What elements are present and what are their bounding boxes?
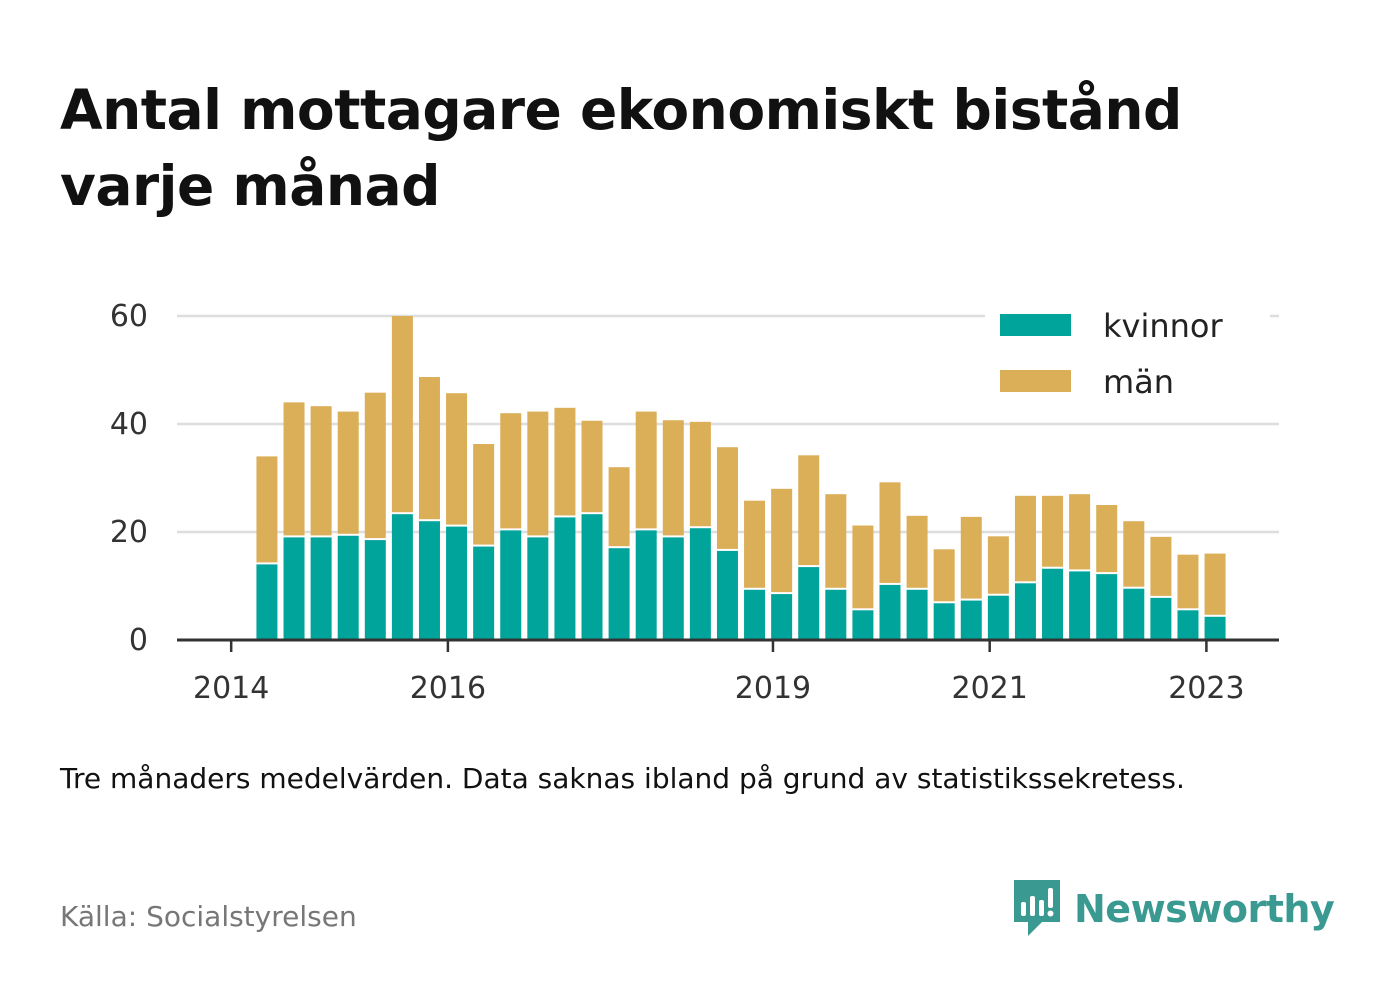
bar-man bbox=[1150, 536, 1172, 596]
bar-kvinnor bbox=[310, 537, 332, 640]
bar-kvinnor bbox=[716, 550, 738, 640]
bar-kvinnor bbox=[527, 537, 549, 640]
bar-man bbox=[852, 525, 874, 609]
bar-man bbox=[1123, 521, 1145, 587]
stacked-bar-chart: 0 20 40 60 2014 2016 2019 2021 2023 kvinnor män bbox=[110, 298, 1279, 706]
bar-man bbox=[418, 377, 440, 520]
bar-kvinnor bbox=[987, 595, 1009, 640]
bar-kvinnor bbox=[500, 530, 522, 640]
bar-man bbox=[716, 447, 738, 549]
bar-man bbox=[1096, 505, 1118, 573]
bar-man bbox=[689, 421, 711, 527]
bar-man bbox=[771, 488, 793, 593]
newsworthy-logo: Newsworthy bbox=[1012, 878, 1335, 940]
x-tick-label: 2019 bbox=[735, 671, 811, 706]
bar-man bbox=[906, 515, 928, 588]
bar-man bbox=[500, 413, 522, 529]
bar-kvinnor bbox=[581, 514, 603, 640]
bar-kvinnor bbox=[933, 603, 955, 640]
bar-kvinnor bbox=[689, 528, 711, 640]
bar-kvinnor bbox=[1042, 568, 1064, 640]
bar-man bbox=[337, 411, 359, 534]
x-tick-label: 2023 bbox=[1168, 671, 1244, 706]
bar-man bbox=[798, 455, 820, 566]
bars bbox=[256, 316, 1226, 640]
x-tick-label: 2021 bbox=[952, 671, 1028, 706]
bar-kvinnor bbox=[1069, 571, 1091, 640]
bar-man bbox=[391, 316, 413, 513]
bar-kvinnor bbox=[771, 594, 793, 640]
y-tick-label: 40 bbox=[110, 407, 148, 442]
bar-kvinnor bbox=[608, 548, 630, 640]
bar-man bbox=[1042, 495, 1064, 567]
bar-kvinnor bbox=[825, 589, 847, 640]
x-tick-label: 2014 bbox=[193, 671, 269, 706]
bar-man bbox=[608, 467, 630, 547]
bar-man bbox=[987, 536, 1009, 594]
bar-man bbox=[825, 494, 847, 588]
bar-man bbox=[933, 549, 955, 602]
bar-man bbox=[310, 406, 332, 536]
bar-kvinnor bbox=[364, 540, 386, 640]
bar-kvinnor bbox=[1014, 583, 1036, 640]
legend-swatch bbox=[1000, 370, 1071, 392]
bar-man bbox=[554, 407, 576, 516]
chart-note: Tre månaders medelvärden. Data saknas ib… bbox=[60, 762, 1185, 795]
axes: 0 20 40 60 2014 2016 2019 2021 2023 bbox=[110, 299, 1279, 706]
x-tick-label: 2016 bbox=[410, 671, 486, 706]
bar-man bbox=[662, 420, 684, 536]
bar-man bbox=[283, 402, 305, 536]
bar-kvinnor bbox=[662, 537, 684, 640]
bar-kvinnor bbox=[1204, 616, 1226, 640]
y-tick-label: 0 bbox=[129, 623, 148, 658]
bar-kvinnor bbox=[554, 517, 576, 640]
legend-swatch bbox=[1000, 314, 1071, 336]
legend-label: män bbox=[1103, 363, 1174, 401]
chart-title: Antal mottagare ekonomiskt bistånd varje… bbox=[60, 78, 1182, 218]
bar-man bbox=[960, 516, 982, 599]
bar-man bbox=[1177, 554, 1199, 609]
bar-kvinnor bbox=[283, 537, 305, 640]
bar-man bbox=[635, 411, 657, 529]
newsworthy-logo-text: Newsworthy bbox=[1074, 887, 1335, 931]
bar-kvinnor bbox=[635, 530, 657, 640]
bar-kvinnor bbox=[391, 514, 413, 640]
newsworthy-logo-icon bbox=[1014, 880, 1060, 936]
legend-label: kvinnor bbox=[1103, 307, 1224, 345]
bar-kvinnor bbox=[1123, 588, 1145, 640]
bar-kvinnor bbox=[337, 535, 359, 640]
bar-man bbox=[879, 482, 901, 583]
bar-man bbox=[1204, 553, 1226, 615]
bar-man bbox=[364, 392, 386, 539]
bar-kvinnor bbox=[1096, 574, 1118, 640]
bar-kvinnor bbox=[418, 521, 440, 640]
bar-kvinnor bbox=[744, 589, 766, 640]
bar-kvinnor bbox=[906, 589, 928, 640]
bar-man bbox=[744, 500, 766, 588]
bar-kvinnor bbox=[879, 584, 901, 640]
bar-kvinnor bbox=[446, 526, 468, 640]
bar-man bbox=[581, 420, 603, 513]
bar-man bbox=[256, 456, 278, 563]
bar-kvinnor bbox=[1150, 597, 1172, 640]
bar-kvinnor bbox=[256, 564, 278, 640]
y-tick-label: 60 bbox=[110, 299, 148, 334]
bar-kvinnor bbox=[473, 546, 495, 640]
source-credit: Källa: Socialstyrelsen bbox=[60, 900, 357, 933]
bar-man bbox=[527, 411, 549, 536]
bar-man bbox=[1069, 494, 1091, 570]
bar-kvinnor bbox=[1177, 610, 1199, 640]
y-tick-label: 20 bbox=[110, 515, 148, 550]
bar-kvinnor bbox=[798, 567, 820, 640]
bar-man bbox=[446, 393, 468, 525]
bar-man bbox=[1014, 495, 1036, 582]
legend: kvinnor män bbox=[985, 298, 1270, 408]
bar-man bbox=[473, 443, 495, 545]
bar-kvinnor bbox=[852, 610, 874, 640]
bar-kvinnor bbox=[960, 600, 982, 640]
